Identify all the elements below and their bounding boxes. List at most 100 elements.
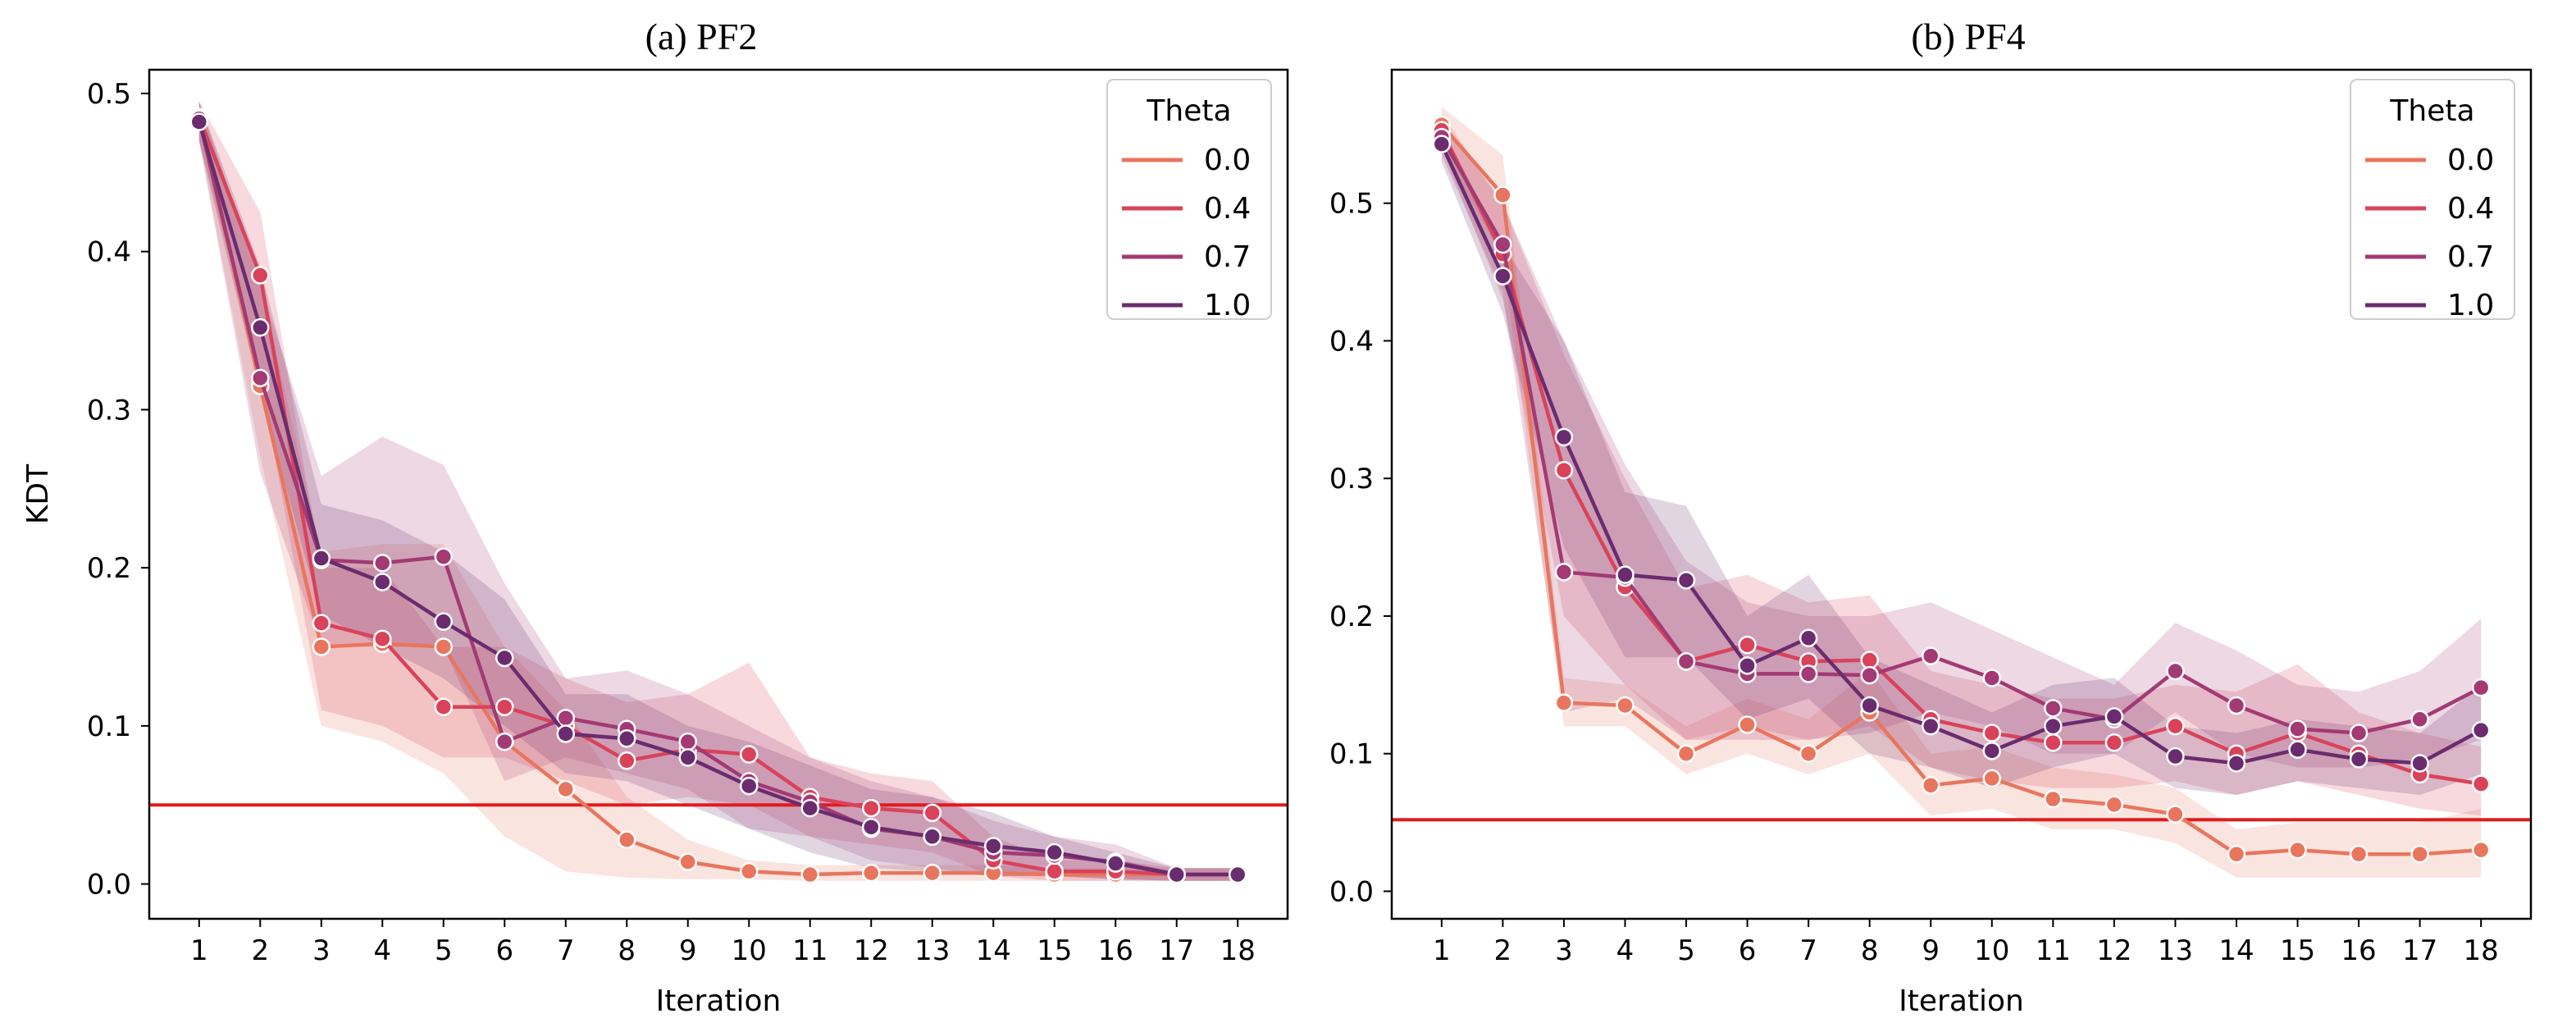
- panel1-point-theta-0.0-iter-3: [312, 637, 331, 656]
- panel2-point-theta-1.0-iter-13: [2166, 747, 2185, 766]
- panel2-point-theta-1.0-iter-15: [2288, 740, 2307, 759]
- panel2-point-theta-0.7-iter-5: [1676, 652, 1696, 671]
- panel1-point-theta-0.7-iter-5: [434, 547, 454, 566]
- panel2-x-tick-label-5: 5: [1677, 934, 1695, 967]
- panel2-point-theta-0.7-iter-18: [2471, 678, 2491, 697]
- panel2-legend-title: Theta: [2389, 94, 2474, 128]
- panel1-x-tick-label-13: 13: [914, 934, 950, 967]
- panel2-point-theta-0.7-iter-10: [1982, 669, 2002, 687]
- panel2-point-theta-1.0-iter-7: [1799, 628, 1818, 648]
- panel2-point-theta-1.0-iter-14: [2227, 754, 2246, 773]
- panel2-y-tick-label-0.1: 0.1: [1329, 738, 1374, 771]
- panel2-point-theta-1.0-iter-9: [1921, 716, 1940, 736]
- panel2-point-theta-0.0-iter-17: [2410, 844, 2429, 864]
- panel1-x-tick-label-1: 1: [190, 934, 208, 967]
- panel2-point-theta-1.0-iter-10: [1982, 742, 2002, 760]
- panel2-band-theta-0.4: [1441, 113, 2482, 816]
- panel2-point-theta-0.0-iter-7: [1799, 744, 1818, 763]
- panel2-line-theta-0.0: [1440, 123, 2482, 856]
- panel2-point-theta-0.4-iter-12: [2104, 733, 2124, 752]
- panel2-point-theta-0.7-iter-14: [2227, 696, 2246, 715]
- panel2-point-theta-0.0-iter-13: [2166, 805, 2185, 824]
- panel1-legend-label-theta-0.0: 0.0: [1204, 144, 1251, 177]
- panel1-point-theta-0.0-iter-5: [434, 637, 454, 656]
- panel1-x-tick-label-12: 12: [854, 934, 889, 967]
- panel2-point-theta-0.7-iter-13: [2166, 661, 2185, 681]
- panel1-point-theta-1.0-iter-12: [861, 817, 881, 837]
- panel1-point-theta-1.0-iter-5: [434, 612, 454, 631]
- panel1-y-tick-label-0.2: 0.2: [87, 552, 131, 585]
- panel2-point-theta-0.0-iter-11: [2044, 789, 2063, 809]
- panel2-axes-frame: [1390, 68, 2533, 920]
- panel2-x-tick-label-10: 10: [1974, 934, 2009, 967]
- panel2-point-theta-0.4-iter-11: [2044, 733, 2063, 752]
- panel1-x-tick-label-7: 7: [557, 934, 575, 967]
- panel1-x-tick-label-6: 6: [495, 934, 513, 967]
- panel2-legend: Theta 0.0 0.4 0.7 1.0: [2350, 79, 2515, 322]
- panel2-point-theta-1.0-iter-4: [1616, 565, 1635, 584]
- panel2-x-tick-label-9: 9: [1922, 934, 1940, 967]
- panel1-legend-label-theta-1.0: 1.0: [1204, 289, 1251, 322]
- panel1-x-tick-label-4: 4: [373, 934, 391, 967]
- panel1-x-tick-label-15: 15: [1037, 934, 1072, 967]
- panel2-point-theta-0.7-iter-15: [2288, 719, 2307, 738]
- panel2-point-theta-0.0-iter-5: [1676, 744, 1696, 763]
- panel1-point-theta-1.0-iter-17: [1167, 865, 1186, 884]
- panel1-band-theta-0.7: [198, 101, 1238, 881]
- panel2-point-theta-0.0-iter-14: [2227, 844, 2246, 864]
- panel2-legend-box: [2350, 79, 2515, 320]
- panel1-legend-label-theta-0.7: 0.7: [1204, 240, 1251, 274]
- panel2-x-tick-label-13: 13: [2158, 934, 2193, 967]
- panel1-x-tick-label-3: 3: [312, 934, 331, 967]
- panel1-legend-label-theta-0.4: 0.4: [1204, 192, 1251, 226]
- panel1-band-theta-0.4: [198, 101, 1238, 881]
- panel2-point-theta-0.7-iter-9: [1921, 646, 1940, 665]
- panel1-x-tick-label-5: 5: [435, 934, 453, 967]
- panel2-x-tick-label-4: 4: [1616, 934, 1635, 967]
- panel1-point-theta-1.0-iter-18: [1228, 865, 1247, 884]
- panel1-point-theta-0.0-iter-7: [556, 779, 576, 799]
- panel1-point-theta-0.7-iter-9: [678, 732, 698, 751]
- panel1-point-theta-0.4-iter-6: [495, 697, 514, 716]
- panel2-band-theta-1.0: [1441, 127, 2482, 795]
- panel1-point-theta-0.7-iter-2: [251, 368, 270, 388]
- panel1-legend: Theta 0.0 0.4 0.7 1.0: [1106, 79, 1272, 322]
- panel2-x-tick-label-7: 7: [1799, 934, 1817, 967]
- panel1-x-tick-label-16: 16: [1098, 934, 1133, 967]
- panel1-x-tick-label-2: 2: [251, 934, 269, 967]
- panel2-point-theta-1.0-iter-11: [2044, 716, 2063, 736]
- panel2-point-theta-0.4-iter-10: [1982, 724, 2002, 742]
- panel2-point-theta-0.0-iter-2: [1493, 185, 1512, 204]
- panel2-y-tick-label-0.0: 0.0: [1329, 875, 1374, 908]
- panel1-legend-title: Theta: [1146, 94, 1231, 128]
- panel1-point-theta-1.0-iter-4: [373, 573, 392, 591]
- panel1-point-theta-1.0-iter-6: [495, 648, 514, 668]
- panel2-point-theta-0.0-iter-10: [1982, 769, 2002, 788]
- panel1-point-theta-0.4-iter-8: [618, 751, 636, 770]
- panel2-line-theta-1.0: [1439, 143, 2483, 765]
- panel1-point-theta-0.4-iter-5: [434, 697, 454, 716]
- panel2-point-theta-1.0-iter-6: [1738, 656, 1757, 675]
- panel2-point-theta-0.4-iter-6: [1738, 635, 1757, 655]
- panel1-point-theta-0.4-iter-15: [1045, 861, 1064, 881]
- panel1-point-theta-0.0-iter-11: [800, 865, 819, 884]
- panel1-point-theta-0.4-iter-13: [923, 803, 941, 823]
- panel2-point-theta-0.0-iter-3: [1554, 693, 1574, 712]
- panel1-x-tick-label-10: 10: [732, 934, 767, 967]
- panel1-x-axis-label: Iteration: [656, 984, 782, 1018]
- panel2-legend-label-theta-0.7: 0.7: [2447, 240, 2494, 274]
- panel2-legend-label-theta-1.0: 1.0: [2447, 289, 2494, 322]
- panel2-x-tick-label-17: 17: [2402, 934, 2437, 967]
- panel2-x-tick-label-16: 16: [2341, 934, 2376, 967]
- panel2-point-theta-0.0-iter-6: [1738, 715, 1757, 734]
- panel1-y-axis-label: KDT: [21, 463, 55, 524]
- panel1-y-tick-label-0.0: 0.0: [87, 869, 131, 902]
- panel2-point-theta-1.0-iter-3: [1554, 427, 1574, 447]
- panel1-point-theta-0.7-iter-4: [373, 554, 392, 573]
- panel2-x-tick-label-1: 1: [1433, 934, 1451, 967]
- panel1-point-theta-0.7-iter-6: [495, 732, 514, 751]
- panel2-point-theta-1.0-iter-5: [1676, 571, 1696, 590]
